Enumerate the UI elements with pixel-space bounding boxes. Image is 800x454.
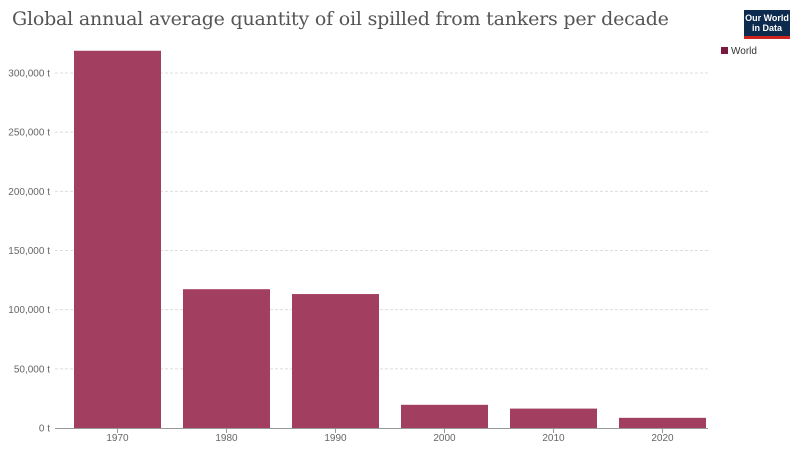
x-tick-label: 1980 [215,433,238,444]
logo-line-1: Our World [745,13,789,23]
bar-2010[interactable] [510,408,597,428]
x-tick-label: 1970 [106,433,129,444]
y-tick-label: 200,000 t [8,187,50,198]
legend: World [721,46,757,57]
logo-line-2: in Data [751,23,782,33]
bar-2000[interactable] [401,404,488,428]
y-tick-label: 50,000 t [14,364,50,375]
x-tick-label: 1990 [324,433,347,444]
legend-label[interactable]: World [731,46,757,57]
y-tick-label: 250,000 t [8,128,50,139]
chart-title: Global annual average quantity of oil sp… [12,8,669,30]
grid-lines [55,72,708,370]
y-tick-label: 100,000 t [8,305,50,316]
y-tick-label: 0 t [39,424,50,435]
bar-1980[interactable] [183,289,270,428]
bar-1990[interactable] [292,294,379,428]
x-tick-label: 2020 [651,433,674,444]
x-tick-label: 2000 [433,433,456,444]
bar-1970[interactable] [74,50,161,429]
bars [74,50,706,429]
y-tick-label: 300,000 t [8,69,50,80]
legend-swatch [721,47,728,54]
owid-logo[interactable]: Our World in Data [744,10,790,39]
x-tick-label: 2010 [542,433,565,444]
y-tick-label: 150,000 t [8,246,50,257]
bar-2020[interactable] [619,417,706,428]
axes: 0 t 50,000 t 100,000 t 150,000 t 200,000 t 25… [8,69,708,444]
